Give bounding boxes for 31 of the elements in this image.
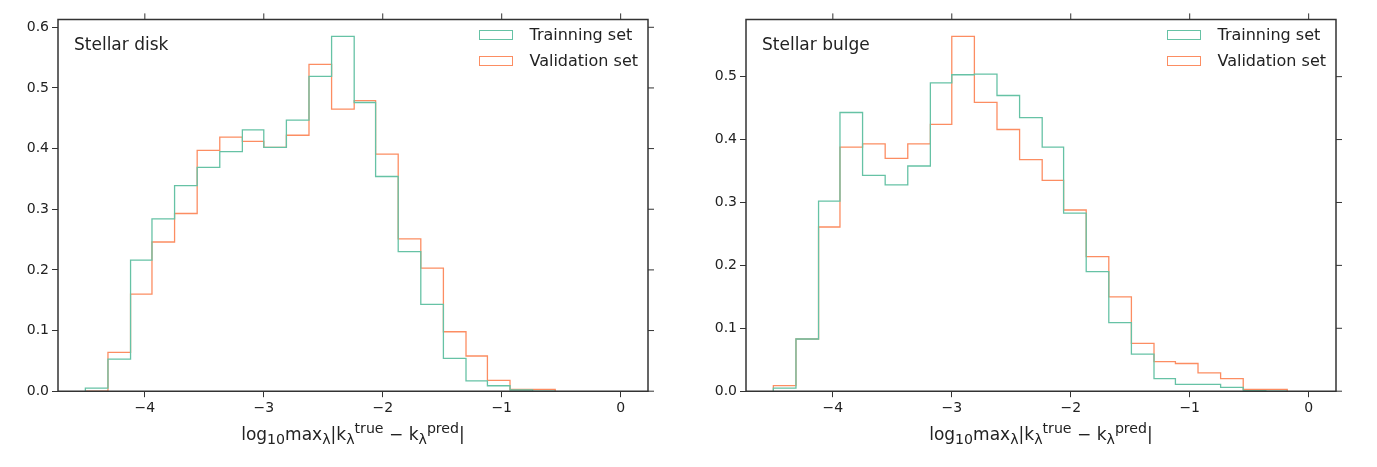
legend-label: Validation set xyxy=(529,50,638,72)
x-tick-label: 0 xyxy=(1304,399,1314,416)
x-tick-label: −3 xyxy=(253,399,275,416)
x-tick-label: −4 xyxy=(822,399,844,416)
y-tick-label: 0.5 xyxy=(714,67,737,84)
y-tick-label: 0.4 xyxy=(26,139,50,156)
x-tick-label: −2 xyxy=(372,399,394,416)
y-tick-label: 0.3 xyxy=(714,193,737,210)
y-tick-label: 0.1 xyxy=(714,318,737,335)
text: log$_{10}$max$_{λ}$|k$_{λ}$$^{true}$ − k$_{λ}$$^{pred}$| xyxy=(929,420,1153,448)
y-tick-label: 0.4 xyxy=(714,130,738,147)
text: Stellar disk xyxy=(74,34,169,55)
legend-label: Trainning set xyxy=(1217,24,1321,46)
y-tick-label: 0.0 xyxy=(26,381,49,398)
y-tick-label: 0.2 xyxy=(714,256,737,273)
y-tick-label: 0.6 xyxy=(26,17,50,34)
y-tick-label: 0.1 xyxy=(26,321,49,338)
text: log$_{10}$max$_{λ}$|k$_{λ}$$^{true}$ − k$_{λ}$$^{pred}$| xyxy=(241,420,465,448)
x-tick-label: −3 xyxy=(941,399,963,416)
legend-label: Validation set xyxy=(1217,50,1326,72)
x-tick-label: −1 xyxy=(1179,399,1201,416)
y-tick-label: 0.0 xyxy=(714,381,737,398)
x-tick-label: 0 xyxy=(616,399,626,416)
y-tick-label: 0.2 xyxy=(26,260,49,277)
legend-label: Trainning set xyxy=(529,24,633,46)
y-tick-label: 0.5 xyxy=(26,78,49,95)
x-tick-label: −1 xyxy=(491,399,513,416)
y-tick-label: 0.3 xyxy=(26,199,49,216)
x-tick-label: −4 xyxy=(134,399,156,416)
x-tick-label: −2 xyxy=(1060,399,1082,416)
text: Stellar bulge xyxy=(762,34,870,55)
